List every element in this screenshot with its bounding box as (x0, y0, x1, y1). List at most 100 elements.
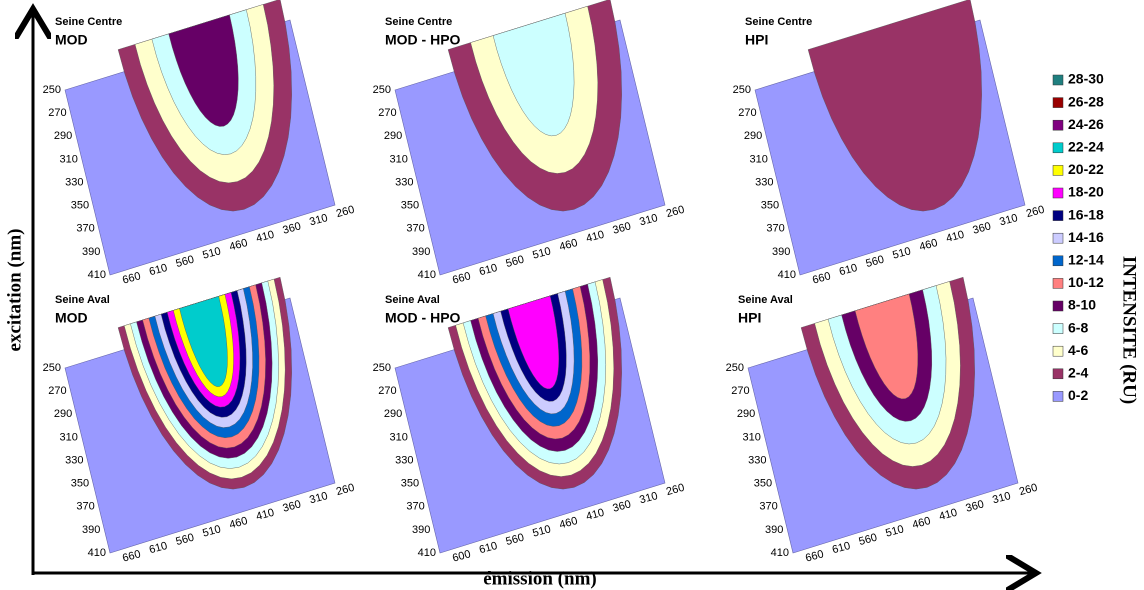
legend-label: 20-22 (1068, 161, 1104, 177)
legend-swatch (1052, 210, 1064, 221)
y-tick-label: 290 (744, 130, 762, 142)
y-tick-label: 310 (750, 153, 768, 165)
x-tick-label: 510 (531, 245, 552, 261)
legend-swatch (1052, 74, 1064, 86)
y-tick-label: 250 (373, 362, 391, 374)
x-tick-label: 560 (505, 254, 526, 270)
y-tick-label: 410 (88, 547, 106, 559)
x-tick-label: 460 (911, 515, 932, 531)
y-tick-label: 310 (390, 153, 408, 165)
legend-label: 28-30 (1068, 71, 1104, 87)
y-tick-label: 390 (412, 524, 430, 536)
y-tick-label: 390 (82, 524, 100, 536)
y-tick-label: 370 (766, 223, 784, 235)
x-tick-label: 360 (281, 498, 302, 514)
x-tick-label: 360 (611, 220, 632, 236)
y-tick-label: 350 (401, 478, 419, 490)
x-tick-label: 310 (308, 490, 329, 506)
x-tick-label: 510 (891, 245, 912, 261)
x-tick-label: 660 (804, 548, 825, 564)
x-tick-label: 600 (451, 548, 472, 564)
legend-swatch (1052, 278, 1064, 289)
x-tick-label: 460 (228, 515, 249, 531)
x-tick-label: 310 (308, 212, 329, 228)
legend-label: 8-10 (1068, 297, 1096, 313)
legend-label: 18-20 (1068, 184, 1104, 200)
x-tick-label: 360 (281, 220, 302, 236)
panel-subtitle: MOD - HPO (385, 32, 461, 48)
x-tick-label: 660 (121, 270, 142, 286)
x-tick-label: 260 (1025, 204, 1046, 220)
y-tick-label: 290 (384, 130, 402, 142)
y-tick-label: 250 (43, 84, 61, 96)
y-tick-label: 410 (418, 547, 436, 559)
y-tick-label: 390 (82, 246, 100, 258)
y-tick-label: 410 (771, 547, 789, 559)
x-tick-label: 660 (451, 270, 472, 286)
y-tick-label: 370 (406, 223, 424, 235)
x-tick-label: 410 (255, 229, 276, 245)
legend-label: 2-4 (1068, 365, 1088, 381)
x-tick-label: 610 (838, 262, 859, 278)
legend-label: 4-6 (1068, 342, 1088, 358)
y-tick-label: 290 (54, 408, 72, 420)
x-tick-label: 560 (175, 254, 196, 270)
x-tick-label: 310 (998, 212, 1019, 228)
x-tick-label: 310 (638, 490, 659, 506)
y-tick-label: 350 (401, 200, 419, 212)
legend-swatch (1052, 187, 1064, 199)
x-tick-label: 560 (858, 532, 879, 548)
y-tick-label: 410 (418, 269, 436, 281)
y-tick-label: 350 (761, 200, 779, 212)
legend-label: 0-2 (1068, 387, 1088, 403)
panel-subtitle: HPI (738, 310, 761, 326)
panel-title: Seine Aval (385, 294, 440, 306)
y-tick-label: 330 (755, 176, 773, 188)
x-tick-label: 310 (638, 212, 659, 228)
y-tick-label: 250 (373, 84, 391, 96)
y-tick-label: 250 (733, 84, 751, 96)
legend-label: 12-14 (1068, 252, 1104, 268)
y-tick-label: 410 (88, 269, 106, 281)
x-tick-label: 510 (531, 523, 552, 539)
legend-label: 14-16 (1068, 229, 1104, 245)
y-tick-label: 270 (48, 385, 66, 397)
legend-swatch (1052, 391, 1064, 402)
y-tick-label: 290 (384, 408, 402, 420)
x-tick-label: 560 (505, 532, 526, 548)
contour-band (492, 12, 575, 137)
x-tick-label: 460 (228, 237, 249, 253)
legend-swatch (1052, 165, 1064, 176)
x-tick-label: 310 (991, 490, 1012, 506)
y-tick-label: 270 (738, 107, 756, 119)
x-tick-label: 410 (938, 507, 959, 523)
y-tick-label: 310 (60, 431, 78, 443)
legend-swatch (1052, 97, 1064, 108)
y-tick-label: 350 (754, 478, 772, 490)
y-tick-label: 390 (412, 246, 430, 258)
y-tick-label: 250 (726, 362, 744, 374)
y-tick-label: 330 (65, 176, 83, 188)
x-tick-label: 660 (811, 270, 832, 286)
x-tick-label: 360 (971, 220, 992, 236)
y-tick-label: 330 (65, 454, 83, 466)
contour-band (807, 0, 982, 212)
y-tick-label: 410 (778, 269, 796, 281)
y-tick-label: 370 (406, 501, 424, 513)
y-tick-label: 310 (390, 431, 408, 443)
panel-subtitle: MOD - HPO (385, 310, 461, 326)
y-axis-label: excitation (nm) (4, 229, 25, 352)
contour-band (507, 295, 560, 390)
legend-label: 16-18 (1068, 206, 1104, 222)
panel-subtitle: HPI (745, 32, 768, 48)
x-tick-label: 410 (945, 229, 966, 245)
panel-title: Seine Centre (745, 16, 812, 28)
legend-swatch (1052, 345, 1064, 357)
x-tick-label: 510 (201, 245, 222, 261)
y-tick-label: 270 (378, 385, 396, 397)
y-tick-label: 250 (43, 362, 61, 374)
y-tick-label: 390 (772, 246, 790, 258)
y-tick-label: 370 (759, 501, 777, 513)
x-tick-label: 660 (121, 548, 142, 564)
